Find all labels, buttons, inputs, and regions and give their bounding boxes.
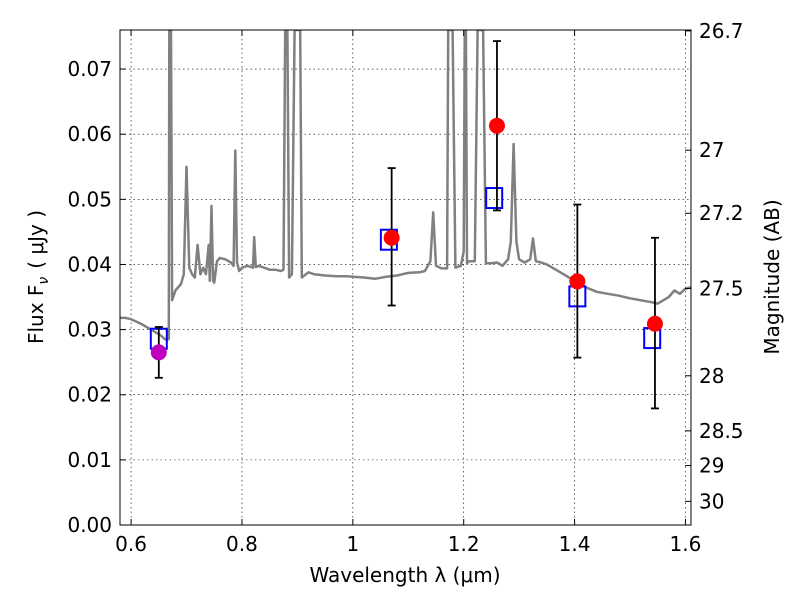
y-axis-title-left-unit: ( μJy ) — [24, 210, 48, 269]
y-tick-label: 0.00 — [67, 513, 112, 537]
y-axis-title-left-main: Flux F — [24, 285, 48, 344]
right-tick-label: 30 — [699, 489, 724, 513]
x-tick-label: 0.6 — [115, 532, 147, 556]
y-tick-label: 0.05 — [67, 187, 112, 211]
model-box — [485, 187, 504, 210]
y-axis-title-right: Magnitude (AB) — [760, 199, 784, 354]
series-layer — [120, 30, 691, 410]
plot-frame — [119, 29, 692, 526]
right-tick-label: 29 — [699, 454, 724, 478]
right-tick-label: 27.5 — [699, 277, 744, 301]
plot-background — [120, 30, 691, 525]
data-point — [488, 117, 505, 134]
data-point — [383, 229, 400, 246]
right-tick-label: 27.2 — [699, 201, 744, 225]
x-axis-title: Wavelength λ (μm) — [309, 563, 500, 587]
data-point — [569, 273, 586, 290]
data-point — [646, 315, 663, 332]
y-tick-label: 0.03 — [67, 318, 112, 342]
right-tick-label: 26.7 — [699, 19, 744, 43]
x-tick-label: 1.4 — [559, 532, 591, 556]
y-tick-label: 0.02 — [67, 383, 112, 407]
y-tick-label: 0.06 — [67, 122, 112, 146]
data-point — [150, 344, 167, 361]
y-axis-title-left-sub: ν — [36, 277, 52, 285]
y-tick-label: 0.07 — [67, 57, 112, 81]
y-tick-label: 0.04 — [67, 252, 112, 276]
ticks: 0.6 0.8 1 1.2 1.4 1.6 0.00 0.01 0.02 0.03 0.04 0.05… — [67, 19, 743, 556]
y-axis-title-left: Flux Fν ( μJy ) — [24, 210, 52, 344]
x-tick-label: 1.6 — [670, 532, 702, 556]
spectrum-line — [120, 30, 691, 342]
y-tick-label: 0.01 — [67, 448, 112, 472]
x-tick-label: 0.8 — [226, 532, 258, 556]
x-tick-label: 1 — [346, 532, 359, 556]
right-tick-label: 28 — [699, 364, 724, 388]
right-tick-label: 27 — [699, 138, 724, 162]
x-tick-label: 1.2 — [448, 532, 480, 556]
right-tick-label: 28.5 — [699, 419, 744, 443]
